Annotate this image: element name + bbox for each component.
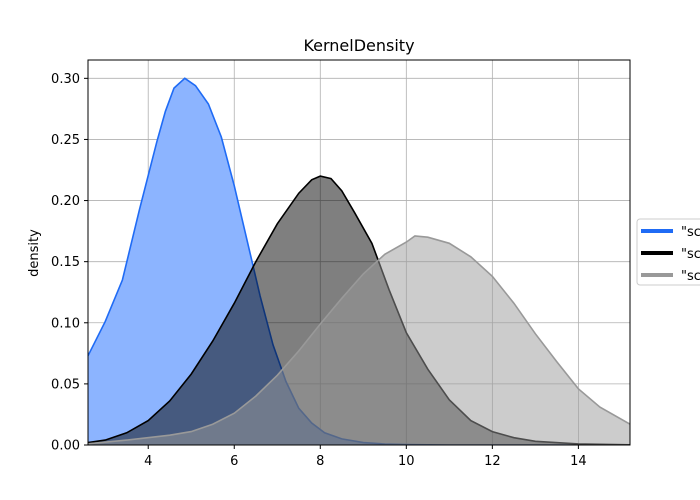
series-3-area [88, 236, 630, 445]
x-tick-label: 10 [398, 454, 415, 469]
x-tick-label: 4 [144, 454, 152, 469]
chart-title: KernelDensity [303, 36, 414, 55]
series-3-line [88, 235, 630, 445]
legend: "sc "sc "sc [636, 218, 700, 286]
legend-label: "sc [681, 247, 700, 262]
density-series [88, 77, 630, 445]
y-axis-label: density [27, 229, 42, 277]
y-tick-label: 0.10 [51, 316, 80, 331]
axes: 4 6 8 10 12 14 0.00 0.05 0.10 0.15 0.20 0.25 0.30 [51, 59, 631, 469]
x-tick-label: 8 [316, 454, 324, 469]
y-tick-label: 0.20 [51, 194, 80, 209]
y-tick-label: 0.25 [51, 133, 80, 148]
legend-label: "sc [681, 269, 700, 284]
series-3 [88, 235, 630, 445]
legend-label: "sc [681, 225, 700, 240]
plot-frame [87, 59, 631, 446]
x-tick-label: 14 [570, 454, 587, 469]
y-tick-label: 0.00 [51, 439, 80, 454]
y-tick-label: 0.05 [51, 377, 80, 392]
x-tick-label: 6 [230, 454, 238, 469]
x-tick-label: 12 [484, 454, 501, 469]
y-tick-label: 0.15 [51, 255, 80, 270]
y-tick-label: 0.30 [51, 72, 80, 87]
